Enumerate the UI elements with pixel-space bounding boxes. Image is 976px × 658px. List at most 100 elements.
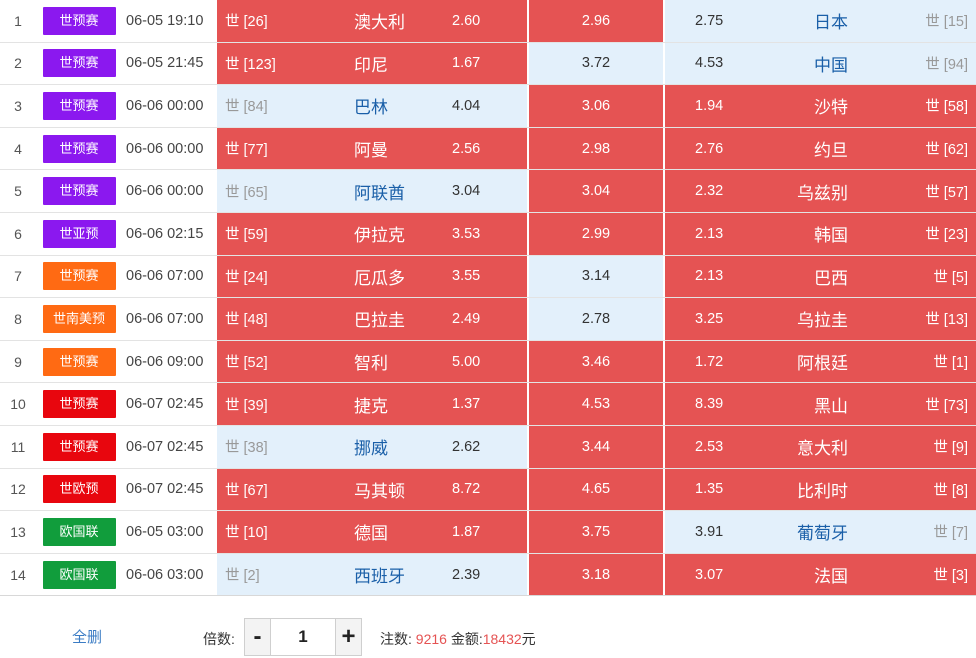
draw-option[interactable]: 2.99 [529,212,663,255]
draw-option[interactable]: 3.04 [529,170,663,212]
increase-button[interactable]: + [335,619,361,655]
draw-option[interactable]: 3.44 [529,425,663,468]
league-cell: 世亚预 [42,213,116,255]
draw-option[interactable]: 2.96 [529,0,663,42]
away-win-option[interactable]: 2.13 韩国 世 [23] [665,212,976,255]
away-odds: 2.53 [695,438,724,455]
away-odds: 8.39 [695,396,724,413]
home-team: 马其顿 [354,481,405,501]
row-number: 8 [14,310,22,327]
away-odds: 2.13 [695,225,724,242]
league-cell: 世预赛 [42,341,116,383]
league-cell: 世预赛 [42,170,116,212]
match-row: 5 世预赛 06-06 00:00 世 [65] 阿联酋 3.04 3.04 2.32 乌兹别 世… [0,170,976,213]
draw-option[interactable]: 3.14 [529,255,663,298]
row-number: 6 [14,225,22,242]
home-odds: 8.72 [452,481,481,498]
league-badge: 世预赛 [42,177,116,206]
home-win-option[interactable]: 世 [2] 西班牙 2.39 [217,553,527,596]
home-win-option[interactable]: 世 [48] 巴拉圭 2.49 [217,298,527,340]
away-win-option[interactable]: 1.35 比利时 世 [8] [665,468,976,511]
home-win-option[interactable]: 世 [84] 巴林 4.04 [217,85,527,127]
home-odds: 2.39 [452,566,481,583]
home-win-option[interactable]: 世 [67] 马其顿 8.72 [217,468,527,511]
away-win-option[interactable]: 4.53 中国 世 [94] [665,42,976,85]
home-rank: 世 [26] [225,14,268,31]
draw-option[interactable]: 3.72 [529,42,663,85]
match-time: 06-05 19:10 [126,12,204,29]
row-number: 12 [10,481,26,498]
home-odds: 2.56 [452,140,481,157]
draw-option[interactable]: 4.65 [529,468,663,511]
home-rank: 世 [65] [225,184,268,201]
away-win-option[interactable]: 3.25 乌拉圭 世 [13] [665,298,976,340]
multiplier-label: 倍数: [203,631,235,647]
away-win-option[interactable]: 1.72 阿根廷 世 [1] [665,340,976,383]
home-win-option[interactable]: 世 [65] 阿联酋 3.04 [217,170,527,212]
away-win-option[interactable]: 2.32 乌兹别 世 [57] [665,170,976,212]
away-team: 中国 [814,55,848,75]
away-odds: 2.76 [695,140,724,157]
away-rank: 世 [5] [933,269,968,286]
clear-all-link[interactable]: 全删 [72,629,103,646]
multiplier-input[interactable] [271,619,335,655]
home-win-option[interactable]: 世 [38] 挪威 2.62 [217,425,527,468]
match-row: 11 世预赛 06-07 02:45 世 [38] 挪威 2.62 3.44 2.53 意大利 世… [0,425,976,469]
draw-odds: 2.99 [581,225,611,242]
draw-option[interactable]: 3.46 [529,340,663,383]
away-win-option[interactable]: 1.94 沙特 世 [58] [665,85,976,127]
away-win-option[interactable]: 2.75 日本 世 [15] [665,0,976,42]
match-time: 06-06 07:00 [126,268,204,285]
home-win-option[interactable]: 世 [123] 印尼 1.67 [217,42,527,85]
match-row: 2 世预赛 06-05 21:45 世 [123] 印尼 1.67 3.72 4.53 中国 世 … [0,42,976,86]
draw-odds: 3.72 [581,55,611,72]
home-win-option[interactable]: 世 [24] 厄瓜多 3.55 [217,255,527,298]
away-win-option[interactable]: 3.07 法国 世 [3] [665,553,976,596]
row-number: 5 [14,183,22,200]
league-cell: 欧国联 [42,554,116,596]
away-win-option[interactable]: 2.53 意大利 世 [9] [665,425,976,468]
league-badge: 欧国联 [42,560,116,589]
away-odds: 1.72 [695,353,724,370]
away-odds: 2.75 [695,12,724,29]
home-rank: 世 [24] [225,269,268,286]
home-win-option[interactable]: 世 [59] 伊拉克 3.53 [217,212,527,255]
home-win-option[interactable]: 世 [52] 智利 5.00 [217,340,527,383]
amount-unit: 元 [521,631,536,647]
home-team: 阿联酋 [354,183,405,203]
bet-summary: 注数: 9216 金额:18432元 [380,629,536,649]
home-win-option[interactable]: 世 [77] 阿曼 2.56 [217,127,527,170]
draw-odds: 3.44 [581,438,611,455]
away-win-option[interactable]: 2.13 巴西 世 [5] [665,255,976,298]
away-win-option[interactable]: 3.91 葡萄牙 世 [7] [665,511,976,553]
draw-odds: 2.96 [581,12,611,29]
match-table: 1 世预赛 06-05 19:10 世 [26] 澳大利 2.60 2.96 2.75 日本世 … [0,0,976,597]
draw-option[interactable]: 3.18 [529,553,663,596]
home-team: 阿曼 [354,141,388,161]
match-time: 06-07 02:45 [126,396,204,413]
draw-option[interactable]: 3.75 [529,511,663,553]
home-team: 厄瓜多 [354,268,405,288]
decrease-button[interactable]: - [245,619,271,655]
match-row: 10 世预赛 06-07 02:45 世 [39] 捷克 1.37 4.53 8.39 黑山 世 … [0,383,976,426]
home-odds: 4.04 [452,97,481,114]
league-cell: 世欧预 [42,469,116,511]
row-number: 10 [10,396,26,413]
away-rank: 世 [58] [925,99,968,116]
draw-odds: 3.46 [581,353,611,370]
home-win-option[interactable]: 世 [10] 德国 1.87 [217,511,527,553]
amount-label: 金额: [450,631,483,647]
home-rank: 世 [38] [225,440,268,457]
home-win-option[interactable]: 世 [26] 澳大利 2.60 [217,0,527,42]
home-win-option[interactable]: 世 [39] 捷克 1.37 [217,383,527,425]
away-win-option[interactable]: 2.76 约旦 世 [62] [665,127,976,170]
home-rank: 世 [59] [225,227,268,244]
away-win-option[interactable]: 8.39 黑山 世 [73] [665,383,976,425]
draw-option[interactable]: 4.53 [529,383,663,425]
draw-option[interactable]: 2.98 [529,127,663,170]
home-odds: 5.00 [452,353,481,370]
draw-option[interactable]: 3.06 [529,85,663,127]
league-cell: 世预赛 [42,128,116,170]
match-time: 06-05 03:00 [126,523,204,540]
draw-option[interactable]: 2.78 [529,298,663,340]
